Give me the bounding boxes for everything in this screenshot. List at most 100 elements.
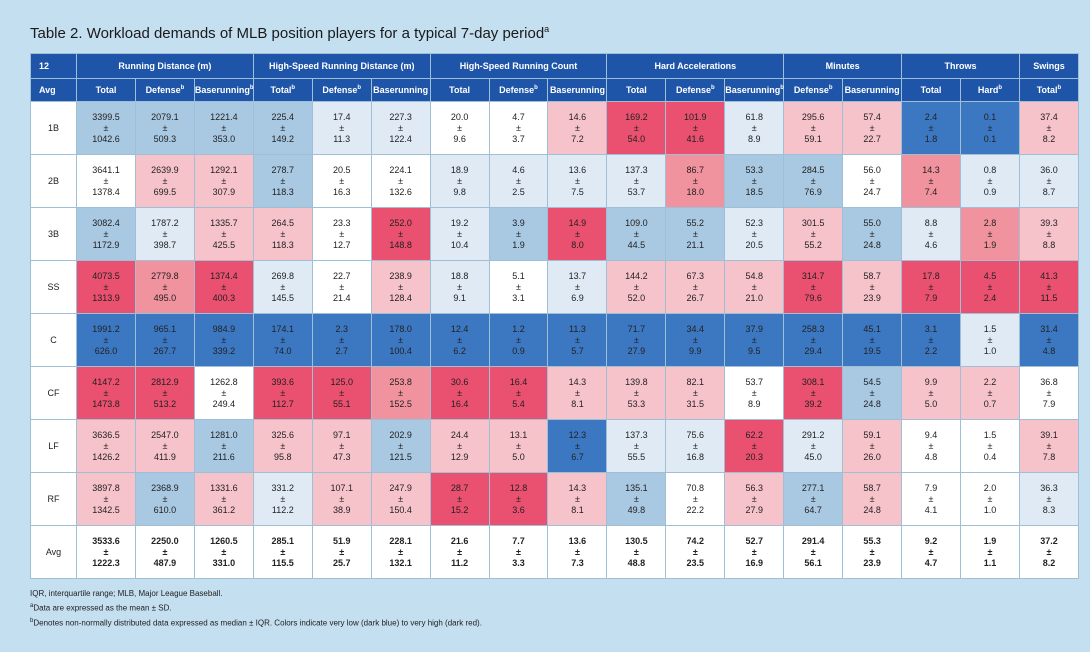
cell-spread: 1342.5: [92, 504, 120, 515]
cell-spread: 56.1: [804, 557, 822, 568]
table-cell: 2547.0 ±411.9: [134, 419, 195, 473]
cell-spread: 487.9: [153, 557, 177, 568]
cell-spread: 4.1: [924, 504, 938, 515]
cell-spread: 361.2: [212, 504, 236, 515]
plus-minus-sign: ±: [692, 334, 698, 345]
plus-minus-sign: ±: [516, 281, 521, 292]
cell-value: 58.7: [863, 482, 881, 493]
table-cell: 52.7 ±16.9: [724, 525, 785, 579]
table-cell: 9.9 ±5.0: [901, 366, 961, 420]
cell-spread: 1.9: [512, 239, 525, 250]
plus-minus-sign: ±: [692, 175, 698, 186]
table-cell: 965.1 ±267.7: [134, 313, 195, 367]
column-header-label: Total: [270, 85, 292, 95]
table-cell: 101.9 ±41.6: [665, 101, 726, 155]
table-cell: 4.7 ±3.7: [488, 101, 549, 155]
plus-minus-sign: ±: [103, 334, 109, 345]
plus-minus-sign: ±: [280, 546, 286, 557]
cell-value: 14.3: [568, 482, 587, 493]
cell-spread: 339.2: [212, 345, 236, 356]
cell-spread: 3.6: [512, 504, 525, 515]
table-row: RF 3897.8 ±1342.5 2368.9 ±610.0 1331.6 ±361.2 3…: [29, 472, 1080, 526]
row-label: RF: [29, 472, 78, 526]
cell-value: 3533.6: [92, 535, 120, 546]
cell-value: 4.5: [983, 270, 997, 281]
plus-minus-sign: ±: [516, 122, 521, 133]
group-header: Hard Accelerations: [606, 53, 785, 79]
cell-spread: 59.1: [804, 133, 822, 144]
cell-spread: 211.6: [212, 451, 235, 462]
table-cell: 36.8 ±7.9: [1018, 366, 1080, 420]
cell-spread: 8.7: [1042, 186, 1056, 197]
cell-spread: 7.3: [571, 557, 584, 568]
group-header: Minutes: [783, 53, 903, 79]
cell-value: 67.3: [686, 270, 705, 281]
table-row: 1B 3399.5 ±1042.6 2079.1 ±509.3 1221.4 ±353.0 2…: [29, 101, 1080, 155]
cell-spread: 699.5: [153, 186, 177, 197]
plus-minus-sign: ±: [692, 387, 698, 398]
cell-value: 55.0: [863, 217, 881, 228]
table-cell: 37.2 ±8.2: [1018, 525, 1080, 579]
cell-spread: 1.0: [983, 504, 997, 515]
cell-spread: 1473.8: [92, 398, 120, 409]
cell-spread: 18.5: [745, 186, 763, 197]
plus-minus-sign: ±: [810, 122, 816, 133]
table-cell: 1331.6 ±361.2: [193, 472, 254, 526]
cell-spread: 8.2: [1042, 557, 1056, 568]
table-row: 2B 3641.1 ±1378.4 2639.9 ±699.5 1292.1 ±307.9 2…: [29, 154, 1080, 208]
plus-minus-sign: ±: [1046, 281, 1052, 292]
cell-spread: 21.1: [686, 239, 705, 250]
cell-value: 291.4: [801, 535, 825, 546]
plus-minus-sign: ±: [987, 175, 993, 186]
cell-value: 56.3: [745, 482, 763, 493]
cell-spread: 7.8: [1042, 451, 1056, 462]
column-header-label: Baserunning: [194, 85, 250, 95]
table-cell: 12.3 ±6.7: [547, 419, 608, 473]
table-cell: 56.3 ±27.9: [724, 472, 785, 526]
cell-spread: 8.3: [1042, 504, 1056, 515]
cell-value: 4.7: [512, 111, 525, 122]
cell-spread: 53.7: [627, 186, 646, 197]
cell-value: 1.9: [983, 535, 997, 546]
cell-spread: 64.7: [804, 504, 822, 515]
cell-value: 14.9: [568, 217, 587, 228]
cell-value: 2368.9: [151, 482, 179, 493]
plus-minus-sign: ±: [280, 387, 286, 398]
cell-spread: 8.2: [1042, 133, 1056, 144]
plus-minus-sign: ±: [103, 175, 109, 186]
footnotes: IQR, interquartile range; MLB, Major Lea…: [30, 588, 482, 629]
plus-minus-sign: ±: [633, 175, 639, 186]
cell-value: 277.1: [801, 482, 825, 493]
column-header-row: Avg Total Defenseb Baserunningb Totalb Defen…: [29, 78, 1080, 102]
table-cell: 9.4 ±4.8: [901, 419, 961, 473]
table-title-text: Table 2. Workload demands of MLB positio…: [30, 25, 545, 42]
table-cell: 21.6 ±11.2: [429, 525, 490, 579]
row-label: SS: [29, 260, 78, 314]
cell-value: 1991.2: [92, 323, 120, 334]
row-label: LF: [29, 419, 78, 473]
cell-spread: 24.7: [863, 186, 881, 197]
plus-minus-sign: ±: [574, 493, 580, 504]
cell-spread: 7.9: [924, 292, 938, 303]
cell-spread: 6.9: [571, 292, 584, 303]
cell-spread: 9.9: [689, 345, 702, 356]
cell-value: 258.3: [801, 323, 825, 334]
table-cell: 247.9 ±150.4: [370, 472, 431, 526]
plus-minus-sign: ±: [162, 546, 168, 557]
plus-minus-sign: ±: [869, 334, 875, 345]
cell-spread: 8.0: [571, 239, 584, 250]
plus-minus-sign: ±: [398, 493, 404, 504]
plus-minus-sign: ±: [398, 440, 404, 451]
table-cell: 31.4 ±4.8: [1018, 313, 1080, 367]
table-cell: 169.2 ±54.0: [606, 101, 667, 155]
cell-spread: 118.3: [271, 186, 294, 197]
plus-minus-sign: ±: [751, 334, 757, 345]
column-header: Baserunningb: [193, 78, 254, 102]
group-header: High-Speed Running Distance (m): [252, 53, 431, 79]
cell-value: 28.7: [450, 482, 469, 493]
cell-value: 1.5: [983, 323, 997, 334]
table-cell: 331.2 ±112.2: [252, 472, 313, 526]
table-cell: 4147.2 ±1473.8: [76, 366, 136, 420]
cell-value: 1.2: [512, 323, 525, 334]
cell-value: 18.8: [450, 270, 469, 281]
